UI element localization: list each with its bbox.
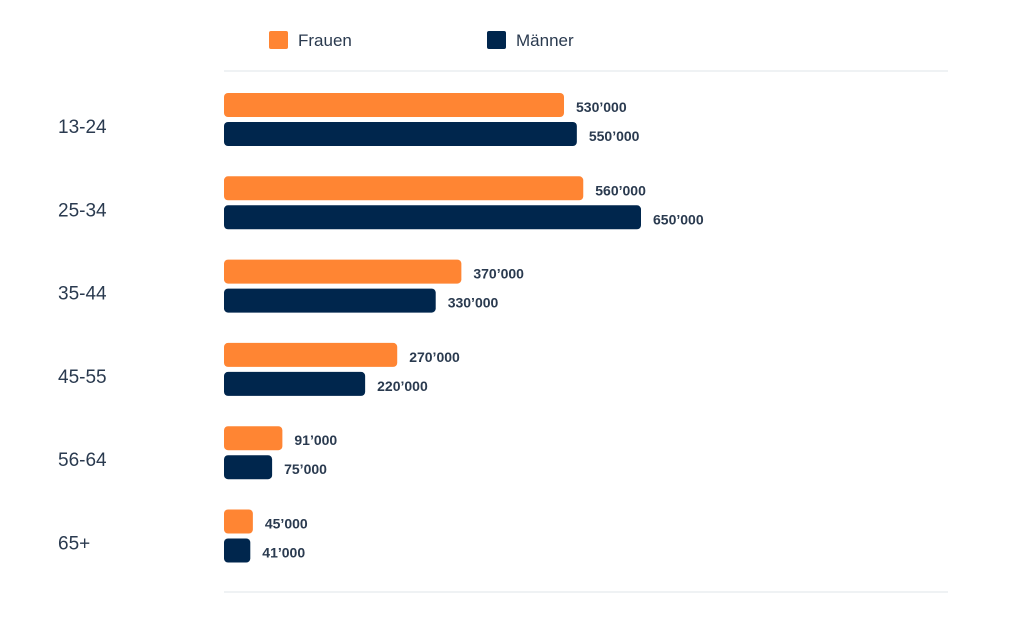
bar-m-nner	[224, 371, 366, 396]
bar-m-nner	[224, 288, 436, 313]
bar-m-nner	[224, 455, 273, 480]
bar-frauen	[224, 259, 462, 284]
category-label: 13-24	[58, 117, 107, 138]
legend-label-m-nner: Männer	[516, 31, 574, 50]
bar-value-label: 370’000	[473, 266, 524, 282]
bar-value-label: 560’000	[595, 182, 646, 198]
legend-label-frauen: Frauen	[298, 31, 352, 50]
bar-value-label: 41’000	[262, 545, 305, 561]
category-label: 65+	[58, 534, 90, 555]
bar-frauen	[224, 176, 584, 201]
bar-frauen	[224, 509, 253, 534]
bar-value-label: 91’000	[294, 432, 337, 448]
bar-value-label: 45’000	[265, 516, 308, 532]
category-label: 45-55	[58, 367, 107, 388]
bar-value-label: 650’000	[653, 211, 704, 227]
bar-m-nner	[224, 122, 577, 146]
bar-m-nner	[224, 538, 251, 563]
bar-value-label: 550’000	[589, 128, 640, 144]
bar-m-nner	[224, 205, 641, 230]
bar-frauen	[224, 426, 283, 451]
category-label: 25-34	[58, 200, 107, 221]
plot-area: 13-24 530’000 550’000 25-34 560’000 650’000 35…	[58, 93, 704, 563]
category-label: 35-44	[58, 284, 107, 305]
legend-swatch-m-nner	[487, 31, 506, 49]
category-label: 56-64	[58, 450, 107, 471]
bar-value-label: 75’000	[284, 461, 327, 477]
bar-frauen	[224, 93, 565, 117]
bar-value-label: 530’000	[576, 99, 627, 115]
legend-swatch-frauen	[269, 31, 288, 49]
legend: Frauen Männer	[269, 31, 574, 50]
bar-frauen	[224, 342, 398, 367]
bar-value-label: 270’000	[409, 349, 460, 365]
bar-value-label: 220’000	[377, 378, 428, 394]
bar-value-label: 330’000	[448, 295, 499, 311]
